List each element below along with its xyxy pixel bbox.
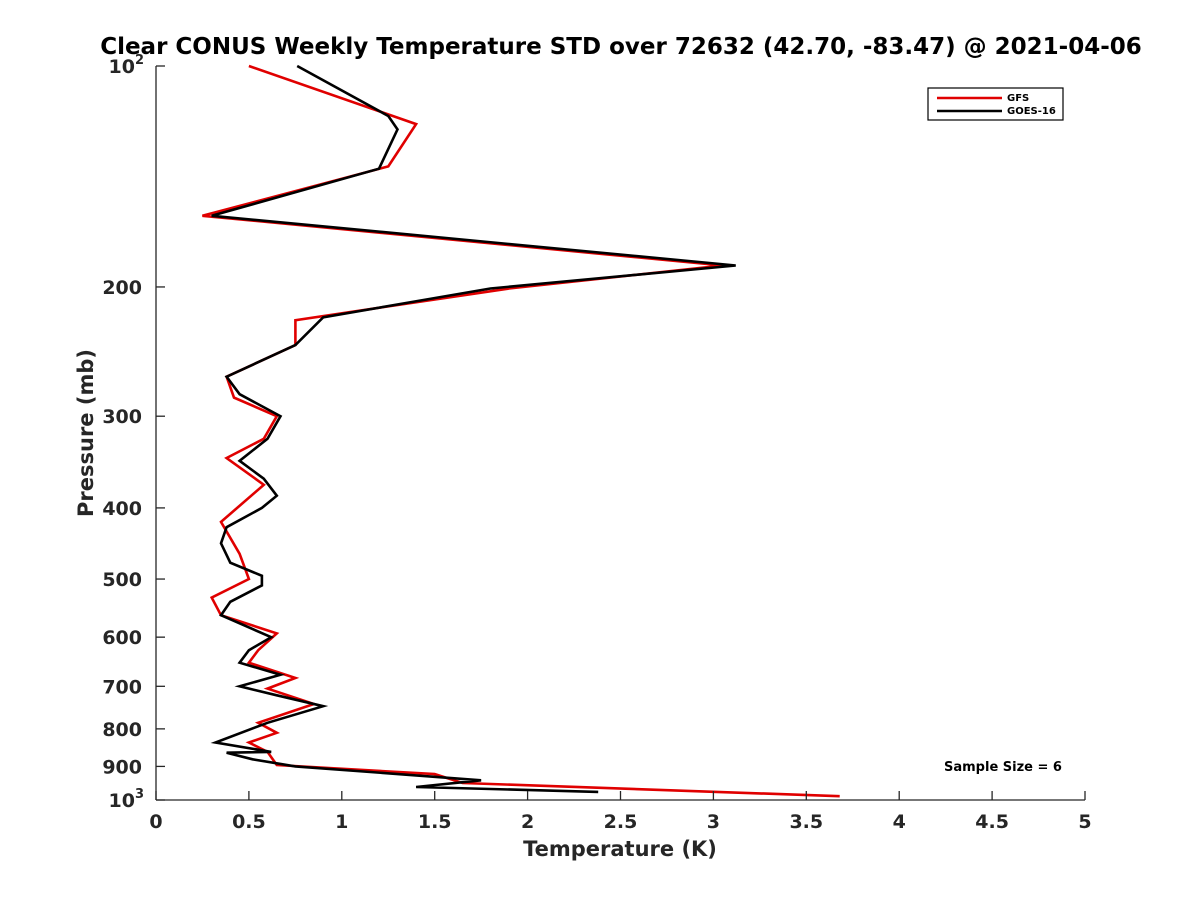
y-tick-label: 200 (102, 277, 142, 299)
x-tick-label: 1.5 (418, 811, 452, 833)
chart-title: Clear CONUS Weekly Temperature STD over … (100, 34, 1142, 60)
x-tick-label: 4 (893, 811, 906, 833)
x-tick-label: 2.5 (604, 811, 638, 833)
y-tick-label: 500 (102, 569, 142, 591)
series-line-gfs (202, 64, 840, 798)
legend-box (927, 87, 1064, 121)
x-tick-label: 2 (521, 811, 534, 833)
x-axis-label: Temperature (K) (523, 837, 717, 861)
series-layer (202, 64, 840, 798)
x-tick-label: 4.5 (975, 811, 1009, 833)
x-tick-label: 0.5 (232, 811, 266, 833)
x-tick-label: 0 (149, 811, 162, 833)
x-tick-label: 3 (707, 811, 720, 833)
x-tick-label: 1 (335, 811, 348, 833)
x-tick-label: 5 (1078, 811, 1091, 833)
y-tick-label: 102 (109, 53, 145, 78)
y-tick-label: 800 (102, 719, 142, 741)
y-tick-label: 600 (102, 627, 142, 649)
legend-label-gfs: GFS (1007, 93, 1029, 104)
y-tick-label: 300 (102, 406, 142, 428)
y-tick-label: 700 (102, 676, 142, 698)
sample-size-annotation: Sample Size = 6 (944, 760, 1062, 775)
legend-label-goes16: GOES-16 (1007, 106, 1056, 117)
series-line-goes16 (210, 64, 736, 794)
y-axis-label: Pressure (mb) (74, 349, 98, 517)
y-tick-label: 400 (102, 498, 142, 520)
x-tick-label: 3.5 (789, 811, 823, 833)
legend: GFS GOES-16 (927, 87, 1064, 121)
y-tick-label: 103 (109, 787, 145, 812)
y-tick-label: 900 (102, 756, 142, 778)
axes-layer: 0 0.5 1 1.5 2 2.5 3 3.5 4 4.5 5 102 200 300 400 500 600 7… (102, 53, 1091, 833)
